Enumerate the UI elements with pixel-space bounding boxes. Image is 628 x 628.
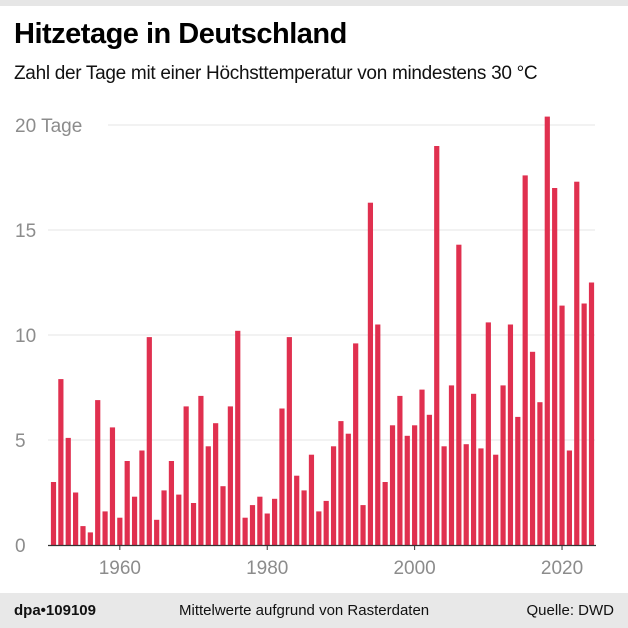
bar-1966: [161, 490, 167, 545]
gridlines: 0 5 10 15 20 Tage: [15, 116, 595, 557]
chart-subtitle: Zahl der Tage mit einer Höchsttemperatur…: [14, 63, 538, 84]
bar-1978: [249, 505, 256, 545]
bar-1972: [205, 446, 211, 545]
y-tick-label: 15: [15, 221, 36, 242]
graphic-id: dpa•109109: [14, 602, 96, 619]
bar-2013: [507, 324, 514, 545]
bar-1968: [176, 494, 182, 545]
bar-1964: [146, 337, 152, 545]
bar-1985: [301, 490, 307, 545]
bar-1961: [124, 461, 130, 545]
bar-2000: [412, 425, 418, 545]
bar-2010: [485, 322, 491, 545]
bar-1984: [294, 475, 300, 545]
bar-1999: [404, 435, 410, 545]
bar-2009: [478, 448, 484, 545]
bar-1973: [213, 423, 219, 545]
bar-2003: [434, 146, 440, 545]
bar-1993: [360, 505, 366, 545]
bar-2021: [566, 450, 572, 545]
y-tick-label: 5: [15, 431, 26, 452]
bar-2019: [552, 188, 558, 545]
bar-1976: [235, 330, 241, 545]
bar-2002: [426, 414, 432, 545]
footer: dpa•109109 Mittelwerte aufgrund von Rast…: [0, 593, 628, 628]
bar-1960: [117, 517, 123, 545]
bar-chart: 0 5 10 15 20 Tage 1960 1980 2000 2020: [15, 116, 596, 579]
bar-1981: [272, 498, 278, 545]
bar-2023: [581, 303, 587, 545]
bar-1986: [308, 454, 315, 545]
bar-2024: [588, 282, 595, 545]
bar-2014: [515, 416, 521, 545]
bar-1994: [367, 202, 374, 545]
bar-2006: [456, 244, 462, 545]
bar-1951: [50, 482, 57, 545]
bar-1959: [109, 427, 116, 545]
bar-1989: [330, 446, 337, 545]
bar-1979: [257, 496, 263, 545]
x-tick-label: 1980: [246, 558, 288, 579]
x-axis: 1960 1980 2000 2020: [48, 544, 596, 579]
x-tick-label: 1960: [99, 558, 141, 579]
bar-1991: [345, 433, 351, 545]
bar-1953: [65, 437, 71, 545]
bar-1983: [286, 337, 292, 545]
bar-2008: [470, 393, 477, 545]
bar-1957: [95, 400, 101, 545]
x-tick-label: 2020: [541, 558, 583, 579]
bar-1996: [382, 482, 388, 545]
chart-title: Hitzetage in Deutschland: [14, 18, 347, 50]
bar-1974: [220, 486, 226, 545]
bar-2018: [544, 116, 550, 545]
bar-1992: [353, 343, 359, 545]
y-tick-label: 10: [15, 326, 36, 347]
bar-2001: [419, 389, 425, 545]
source-label: Quelle: DWD: [526, 602, 614, 619]
bar-1956: [87, 532, 93, 545]
bar-1965: [154, 519, 160, 545]
bar-2016: [529, 351, 536, 545]
bar-1971: [198, 395, 204, 545]
bar-1998: [397, 395, 403, 545]
bar-1955: [80, 526, 86, 545]
bar-2022: [574, 181, 580, 545]
bar-1967: [168, 461, 175, 545]
bar-2007: [463, 444, 469, 545]
bar-1970: [190, 503, 197, 545]
bar-1977: [242, 517, 248, 545]
bar-1987: [316, 511, 322, 545]
bar-1954: [73, 492, 79, 545]
bar-1958: [102, 511, 108, 545]
bar-2005: [448, 385, 455, 545]
bar-1980: [264, 513, 270, 545]
footer-note: Mittelwerte aufgrund von Rasterdaten: [179, 602, 430, 619]
bar-1995: [375, 324, 381, 545]
bar-1969: [183, 406, 189, 545]
x-tick-label: 2000: [393, 558, 435, 579]
y-tick-label: 20 Tage: [15, 116, 82, 137]
bar-2015: [522, 175, 528, 545]
bar-1963: [139, 450, 145, 545]
bar-1975: [227, 406, 233, 545]
top-strip: [0, 0, 628, 6]
bar-1988: [323, 500, 329, 545]
bar-2011: [493, 454, 499, 545]
bar-1952: [58, 379, 64, 545]
bar-2012: [500, 385, 506, 545]
bar-1962: [131, 496, 138, 545]
bar-1990: [338, 421, 344, 545]
y-tick-label: 0: [15, 536, 26, 557]
bar-2020: [559, 305, 565, 545]
bar-1982: [279, 408, 285, 545]
bar-2004: [441, 446, 447, 545]
bars: [50, 116, 595, 545]
bar-2017: [537, 402, 543, 545]
bar-1997: [389, 425, 396, 545]
